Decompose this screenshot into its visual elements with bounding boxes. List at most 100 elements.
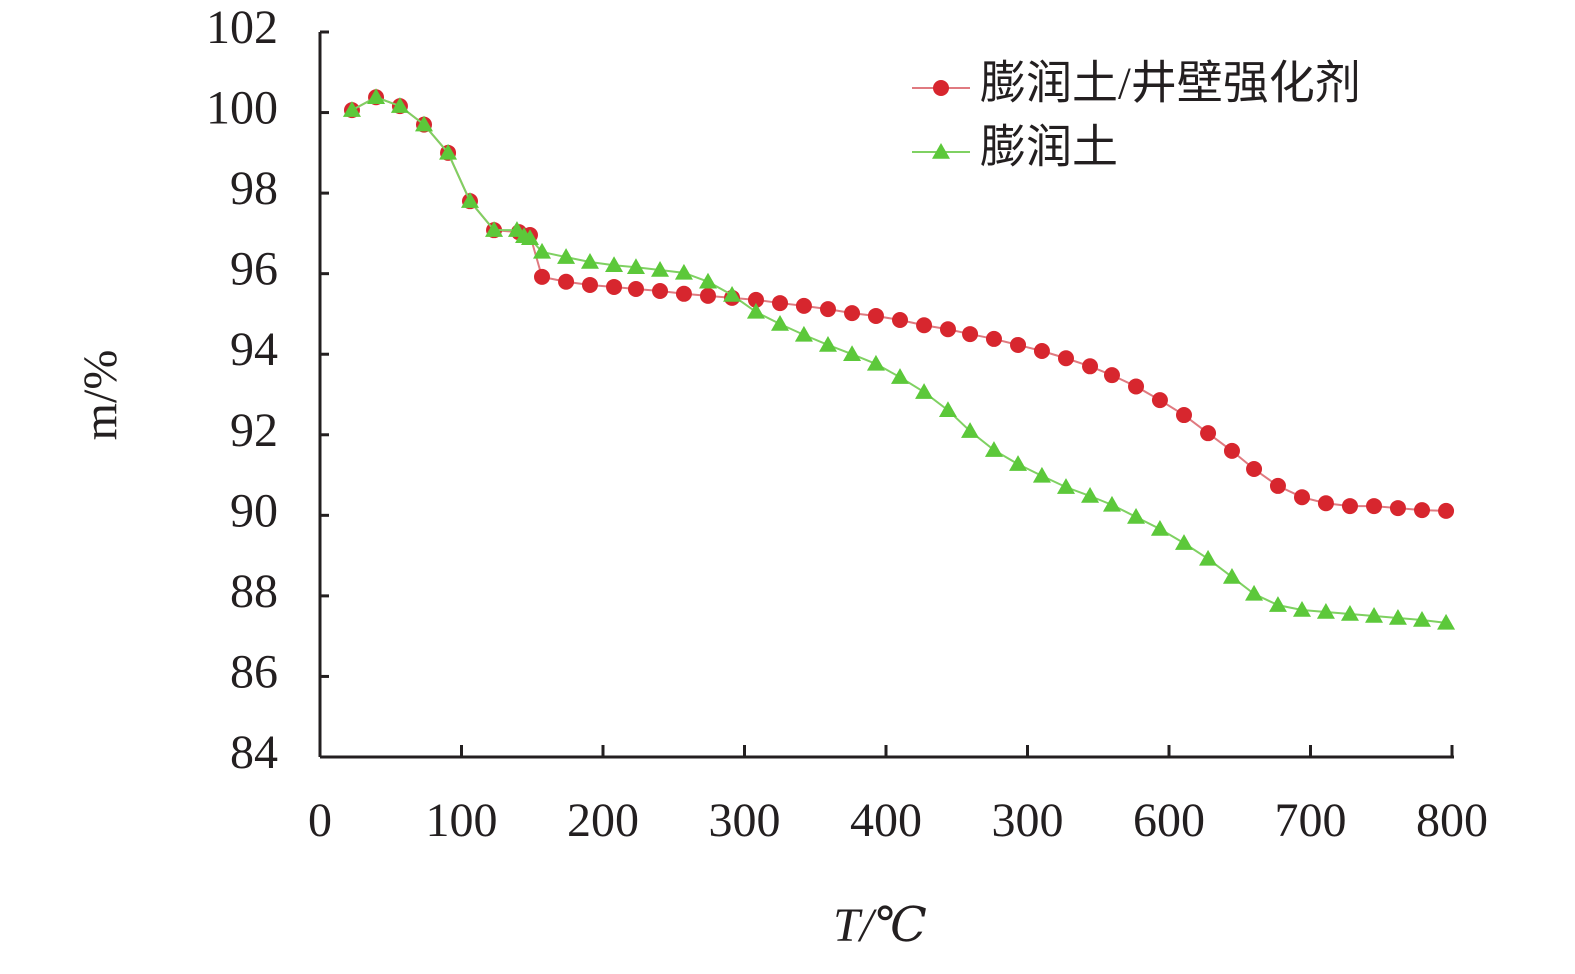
data-point [867,307,884,324]
data-point [1010,336,1027,353]
data-point [1032,466,1051,483]
data-point [771,315,790,331]
data-point [795,297,812,314]
data-point [892,311,909,328]
y-tick-label: 96 [230,243,278,296]
data-point [367,88,386,104]
data-point [984,441,1003,457]
data-point [746,302,765,319]
data-point [460,192,479,208]
data-point [938,401,957,417]
data-point [520,229,539,245]
series-line [351,96,1447,512]
data-point [844,305,861,322]
legend-label: 膨润土 [980,122,1118,173]
data-point [1200,425,1217,442]
data-point [891,368,910,384]
data-point [675,285,692,302]
legend-marker [933,80,949,96]
data-point [1081,487,1100,503]
x-tick-label: 0 [308,794,332,847]
data-point [1103,367,1120,384]
data-point [1222,567,1241,584]
data-point [916,317,933,334]
data-point [533,242,552,259]
x-tick-label: 100 [426,794,498,847]
x-tick-label: 600 [1133,794,1205,847]
data-point [1127,507,1146,524]
data-point [866,354,885,371]
data-point [415,115,434,132]
data-point [342,101,361,117]
data-point [772,295,789,312]
x-tick-label: 200 [567,794,639,847]
data-point [1414,502,1431,519]
x-tick-label: 300 [992,794,1064,847]
data-point [1175,407,1192,424]
data-point [698,272,717,289]
data-point [1151,392,1168,409]
data-point [1365,607,1384,623]
data-point [652,282,669,299]
y-tick-label: 90 [230,484,278,537]
y-tick-label: 102 [206,1,278,54]
data-point [1269,477,1286,494]
series-line [351,96,1447,624]
data-point [580,252,599,269]
data-point [985,330,1002,347]
data-point [1245,584,1264,601]
data-point [1057,350,1074,367]
data-point [557,248,576,264]
data-point [581,276,598,293]
y-tick-label: 98 [230,162,278,215]
data-point [1293,600,1312,617]
data-point [534,268,551,285]
x-tick-label: 300 [709,794,781,847]
data-point [1413,611,1432,627]
data-point [674,263,693,280]
y-tick-label: 94 [230,323,278,376]
legend-label: 膨润土/井壁强化剂 [980,58,1361,109]
data-point [794,325,813,342]
x-tick-label: 400 [850,794,922,847]
data-point [1009,455,1028,471]
data-point [605,256,624,272]
x-tick-label: 700 [1275,794,1347,847]
data-point [962,326,979,343]
y-tick-label: 100 [206,82,278,135]
data-point [1340,605,1359,621]
legend-marker [932,143,950,159]
data-point [1128,378,1145,395]
x-tick-label: 800 [1416,794,1488,847]
y-tick-label: 92 [230,404,278,457]
data-point [1268,596,1287,612]
data-point [626,258,645,274]
data-point [915,383,934,399]
y-tick-label: 84 [230,726,278,779]
data-point [1223,442,1240,459]
data-point [818,335,837,352]
data-point [723,286,742,302]
data-point [843,345,862,361]
data-point [1294,489,1311,506]
y-axis-label: m/% [74,350,127,441]
data-point [1246,461,1263,478]
data-point [961,422,980,438]
data-point [819,301,836,318]
data-point [485,221,504,237]
y-tick-label: 86 [230,645,278,698]
data-point [1199,549,1218,566]
data-point [1033,343,1050,359]
data-point [1102,495,1121,512]
data-point [1437,613,1456,630]
data-point [1366,498,1383,515]
data-point [1317,495,1334,512]
data-point [1150,520,1169,536]
data-point [1389,500,1406,517]
data-point [939,321,956,338]
data-point [439,143,458,160]
data-point [1056,478,1075,494]
data-point [1438,502,1455,519]
data-point [558,273,575,290]
